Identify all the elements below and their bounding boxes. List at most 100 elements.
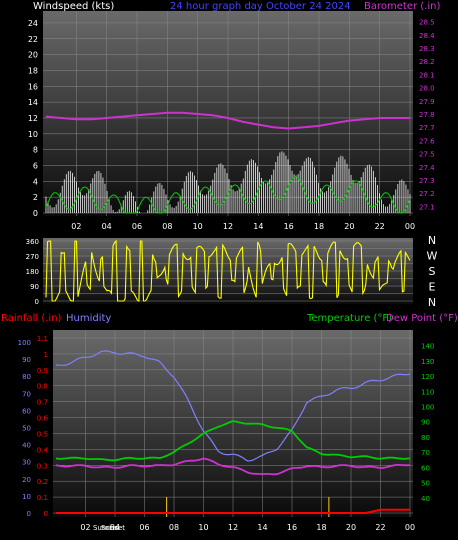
wind-x-tick-label: 12: [223, 222, 233, 231]
compass-label: N: [428, 234, 436, 247]
temperature-tick-label: 40: [421, 495, 430, 503]
wind-tick-label: 14: [28, 98, 38, 107]
barometer-tick-label: 28.2: [419, 58, 435, 66]
barometer-tick-label: 28.5: [419, 19, 435, 27]
barometer-tick-label: 28.3: [419, 45, 435, 53]
humidity-tick-label: 90: [22, 356, 31, 364]
direction-tick-label: 360: [26, 238, 39, 246]
weather-x-tick-label: 14: [257, 523, 267, 532]
wind-x-tick-label: 10: [193, 222, 203, 231]
temperature-tick-label: 70: [421, 449, 430, 457]
wind-tick-label: 22: [28, 35, 38, 44]
wind-x-tick-label: 08: [162, 222, 172, 231]
temperature-tick-label: 120: [421, 373, 434, 381]
rain-tick-label: 0.8: [37, 383, 48, 391]
wind-x-tick-label: 02: [71, 222, 81, 231]
weather-x-tick-label: 02: [80, 523, 90, 532]
weather-x-tick-label: 20: [346, 523, 356, 532]
rain-tick-label: 0.2: [37, 478, 48, 486]
rainfall-line: [56, 508, 410, 514]
humidity-tick-label: 30: [22, 459, 31, 467]
weather-x-tick-label: 12: [228, 523, 238, 532]
weather-x-tick-label: 16: [287, 523, 297, 532]
rain-tick-label: 0.4: [37, 446, 49, 454]
wind-x-tick-label: 20: [344, 222, 354, 231]
barometer-tick-label: 27.2: [419, 190, 435, 198]
temperature-tick-label: 130: [421, 358, 434, 366]
humidity-tick-label: 20: [22, 476, 31, 484]
wind-tick-label: 20: [28, 51, 38, 60]
wind-tick-label: 12: [28, 114, 38, 123]
direction-tick-label: 270: [26, 253, 39, 261]
barometer-tick-label: 27.6: [419, 137, 435, 145]
wind-tick-label: 2: [33, 193, 38, 202]
direction-line: [45, 239, 411, 302]
wind-x-tick-label: 06: [132, 222, 142, 231]
humidity-tick-label: 70: [22, 390, 31, 398]
humidity-tick-label: 80: [22, 373, 31, 381]
humidity-tick-label: 50: [22, 425, 31, 433]
compass-label: N: [428, 296, 436, 309]
humidity-axis-title: Humidity: [66, 313, 112, 324]
weather-x-tick-label: 10: [198, 523, 208, 532]
sunrise-label: Sunrise: [93, 524, 119, 532]
temperature-tick-label: 90: [421, 419, 430, 427]
barometer-tick-label: 28.4: [419, 32, 435, 40]
temperature-tick-label: 80: [421, 434, 430, 442]
barometer-tick-label: 27.4: [419, 164, 435, 172]
rain-tick-label: 0.7: [37, 399, 48, 407]
weather-x-tick-label: 04: [110, 523, 120, 532]
rain-tick-label: 0.9: [37, 367, 48, 375]
wind-x-tick-label: 18: [314, 222, 324, 231]
weather-x-tick-label: 06: [139, 523, 149, 532]
wind-tick-label: 4: [33, 177, 38, 186]
weather-x-tick-label: 00: [405, 523, 415, 532]
wind-x-tick-label: 04: [102, 222, 112, 231]
rain-tick-label: 0.6: [37, 415, 49, 423]
weather-x-tick-label: 08: [169, 523, 179, 532]
barometer-tick-label: 27.8: [419, 111, 435, 119]
wind-tick-label: 16: [28, 82, 38, 91]
direction-tick-label: 0: [35, 298, 39, 306]
barometer-tick-label: 27.3: [419, 177, 435, 185]
weather-x-tick-label: 22: [375, 523, 385, 532]
temperature-tick-label: 140: [421, 343, 434, 351]
wind-tick-label: 10: [28, 130, 38, 139]
barometer-line: [45, 111, 410, 130]
dewpoint-axis-title: Dew Point (°F): [386, 313, 458, 324]
temperature-tick-label: 60: [421, 464, 430, 472]
barometer-tick-label: 27.9: [419, 98, 435, 106]
wind-tick-label: 6: [33, 161, 38, 170]
rainfall-axis-title: Rainfall (.in): [1, 313, 62, 324]
wind-x-tick-label: 00: [405, 222, 415, 231]
barometer-tick-label: 28.0: [419, 85, 435, 93]
wind-tick-label: 8: [33, 146, 38, 155]
wind-tick-label: 18: [28, 66, 38, 75]
rain-tick-label: 0.1: [37, 494, 48, 502]
direction-tick-label: 90: [30, 283, 39, 291]
dewpoint-line: [55, 457, 411, 476]
temperature-line: [55, 420, 411, 462]
graph-title: 24 hour graph day October 24 2024: [170, 1, 351, 12]
humidity-tick-label: 60: [22, 407, 31, 415]
rain-tick-label: 0.5: [37, 430, 48, 438]
wind-tick-label: 0: [33, 209, 38, 218]
windspeed-axis-title: Windspeed (kts): [33, 1, 115, 12]
compass-label: W: [427, 250, 438, 263]
rain-tick-label: 1.1: [37, 335, 48, 343]
rain-tick-label: 0.3: [37, 462, 48, 470]
barometer-tick-label: 27.7: [419, 124, 435, 132]
wind-x-tick-label: 16: [284, 222, 294, 231]
barometer-tick-label: 27.5: [419, 151, 435, 159]
temperature-tick-label: 100: [421, 403, 434, 411]
humidity-tick-label: 10: [22, 493, 31, 501]
wind-line: [45, 176, 411, 214]
humidity-tick-label: 40: [22, 442, 31, 450]
humidity-line: [55, 350, 411, 462]
sunset-label: Sunset: [101, 524, 125, 532]
temperature-tick-label: 50: [421, 480, 430, 488]
weather-x-tick-label: 18: [316, 523, 326, 532]
wind-tick-label: 24: [28, 19, 38, 28]
humidity-tick-label: 0: [27, 510, 31, 518]
